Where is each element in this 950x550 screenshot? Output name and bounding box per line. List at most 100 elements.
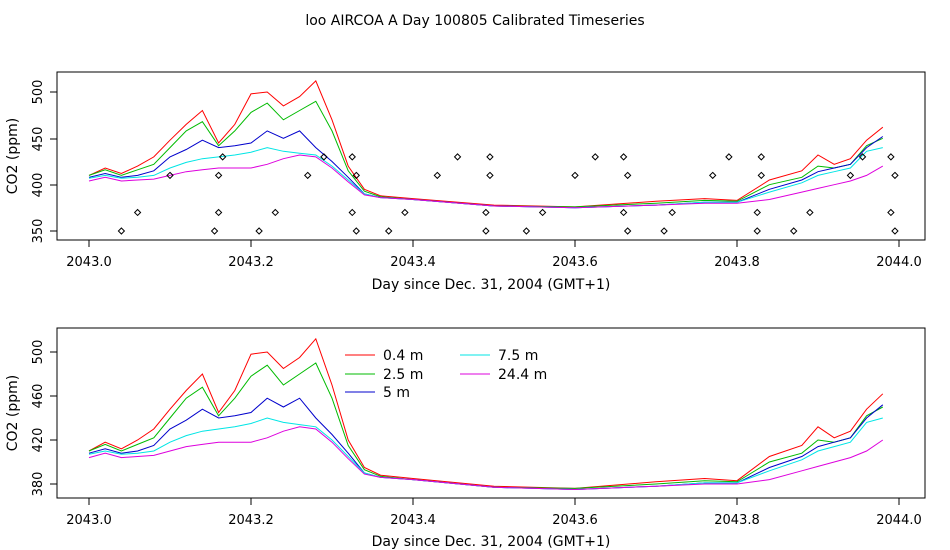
series-lines-top bbox=[88, 80, 884, 209]
diamond-marker bbox=[133, 208, 142, 217]
legend: 0.4 m 2.5 m 5 m 7.5 m 24.4 m bbox=[345, 348, 547, 401]
legend-label-7-5-m: 7.5 m bbox=[498, 348, 538, 364]
diamond-marker bbox=[384, 227, 393, 235]
diamond-marker bbox=[482, 208, 490, 217]
plot-frame-top bbox=[56, 71, 926, 241]
series-line-7-5-m-top bbox=[88, 147, 883, 209]
diamond-marker bbox=[320, 153, 328, 161]
diamond-marker bbox=[571, 171, 579, 180]
diamond-marker bbox=[891, 227, 899, 235]
legend-label-2-5-m: 2.5 m bbox=[383, 367, 423, 383]
diamond-marker bbox=[522, 227, 531, 235]
legend-label-0-4-m: 0.4 m bbox=[383, 348, 423, 364]
y-tick-label: 500 bbox=[31, 340, 46, 365]
x-tick-label: 2043.4 bbox=[390, 255, 436, 270]
x-axis-top: 2043.0 2043.2 2043.4 2043.6 2043.8 2044.0 bbox=[66, 240, 922, 270]
diamond-marker bbox=[858, 153, 867, 161]
diamond-marker bbox=[708, 171, 717, 180]
y-tick-label: 420 bbox=[31, 428, 46, 453]
y-tick-label: 350 bbox=[31, 219, 46, 244]
x-tick-label: 2044.0 bbox=[876, 255, 922, 270]
diamond-marker bbox=[660, 227, 668, 235]
chart-title: loo AIRCOA A Day 100805 Calibrated Times… bbox=[305, 13, 644, 29]
x-axis-bottom: 2043.0 2043.2 2043.4 2043.6 2043.8 2044.0 bbox=[66, 498, 922, 528]
panel-top: 2043.0 2043.2 2043.4 2043.6 2043.8 2044.0 350… bbox=[5, 71, 926, 293]
diamond-marker bbox=[352, 227, 361, 235]
diamond-marker bbox=[757, 153, 766, 161]
diamond-marker bbox=[433, 171, 442, 180]
diamond-marker bbox=[757, 171, 766, 180]
y-tick-label: 450 bbox=[31, 127, 46, 152]
series-line-0-4-m-top bbox=[88, 80, 884, 208]
diamond-marker bbox=[486, 153, 494, 161]
x-axis-label-bottom: Day since Dec. 31, 2004 (GMT+1) bbox=[372, 534, 611, 550]
y-axis-bottom: 380 420 460 500 bbox=[31, 340, 57, 497]
diamond-marker bbox=[352, 171, 361, 180]
diamond-marker bbox=[117, 227, 126, 235]
diamond-marker bbox=[486, 171, 494, 180]
diamond-marker bbox=[887, 208, 895, 217]
x-tick-label: 2043.4 bbox=[390, 513, 436, 528]
diamond-marker bbox=[348, 153, 356, 161]
x-tick-label: 2043.2 bbox=[228, 255, 274, 270]
x-tick-label: 2043.6 bbox=[552, 255, 598, 270]
markers-top bbox=[117, 153, 899, 235]
diamond-marker bbox=[210, 227, 219, 235]
diamond-marker bbox=[623, 227, 632, 235]
diamond-marker bbox=[538, 208, 547, 217]
panel-bottom: 2043.0 2043.2 2043.4 2043.6 2043.8 2044.0 380… bbox=[5, 327, 926, 550]
y-tick-label: 500 bbox=[31, 80, 46, 105]
series-line-2-5-m-bottom bbox=[88, 362, 884, 489]
diamond-marker bbox=[166, 171, 174, 180]
diamond-marker bbox=[214, 208, 223, 217]
x-tick-label: 2044.0 bbox=[876, 513, 922, 528]
diamond-marker bbox=[255, 227, 263, 235]
diamond-marker bbox=[619, 208, 628, 217]
diamond-marker bbox=[887, 153, 895, 161]
series-line-2-5-m-top bbox=[88, 100, 884, 208]
diamond-marker bbox=[218, 153, 227, 161]
diamond-marker bbox=[753, 227, 761, 235]
x-tick-label: 2043.6 bbox=[552, 513, 598, 528]
x-tick-label: 2043.0 bbox=[66, 513, 112, 528]
diamond-marker bbox=[891, 171, 899, 180]
x-tick-label: 2043.0 bbox=[66, 255, 112, 270]
series-line-7-5-m-bottom bbox=[88, 417, 883, 491]
diamond-marker bbox=[619, 153, 628, 161]
series-line-0-4-m-bottom bbox=[88, 337, 884, 489]
y-tick-label: 460 bbox=[31, 384, 46, 409]
diamond-marker bbox=[725, 153, 733, 161]
diamond-marker bbox=[348, 208, 356, 217]
diamond-marker bbox=[846, 171, 855, 180]
y-axis-top: 350 400 450 500 bbox=[31, 80, 57, 244]
y-axis-label-bottom: CO2 (ppm) bbox=[5, 375, 21, 452]
diamond-marker bbox=[789, 227, 798, 235]
x-tick-label: 2043.2 bbox=[228, 513, 274, 528]
plot-frame-bottom bbox=[56, 327, 926, 499]
diamond-marker bbox=[482, 227, 490, 235]
x-tick-label: 2043.8 bbox=[714, 255, 760, 270]
x-tick-label: 2043.8 bbox=[714, 513, 760, 528]
series-line-5-m-top bbox=[88, 130, 884, 209]
diamond-marker bbox=[806, 208, 814, 217]
diamond-marker bbox=[623, 171, 632, 180]
diamond-marker bbox=[753, 208, 761, 217]
diamond-marker bbox=[401, 208, 409, 217]
x-axis-label-top: Day since Dec. 31, 2004 (GMT+1) bbox=[372, 277, 611, 293]
y-tick-label: 400 bbox=[31, 173, 46, 198]
legend-label-24-4-m: 24.4 m bbox=[498, 367, 547, 383]
series-line-24-4-m-bottom bbox=[88, 426, 884, 491]
legend-label-5-m: 5 m bbox=[383, 385, 410, 401]
diamond-marker bbox=[591, 153, 599, 161]
diamond-marker bbox=[214, 171, 223, 180]
diamond-marker bbox=[271, 208, 280, 217]
diamond-marker bbox=[668, 208, 676, 217]
y-axis-label-top: CO2 (ppm) bbox=[5, 118, 21, 195]
diamond-marker bbox=[453, 153, 462, 161]
series-lines-bottom bbox=[88, 337, 884, 491]
diamond-marker bbox=[303, 171, 312, 180]
series-line-5-m-bottom bbox=[88, 397, 884, 491]
y-tick-label: 380 bbox=[31, 472, 46, 497]
series-line-24-4-m-top bbox=[88, 154, 884, 209]
